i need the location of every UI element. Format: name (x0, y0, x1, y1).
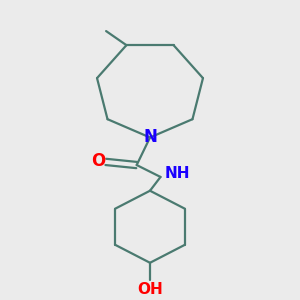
Text: OH: OH (137, 282, 163, 297)
Text: O: O (91, 152, 105, 170)
Text: N: N (143, 128, 157, 146)
Text: NH: NH (165, 166, 190, 181)
